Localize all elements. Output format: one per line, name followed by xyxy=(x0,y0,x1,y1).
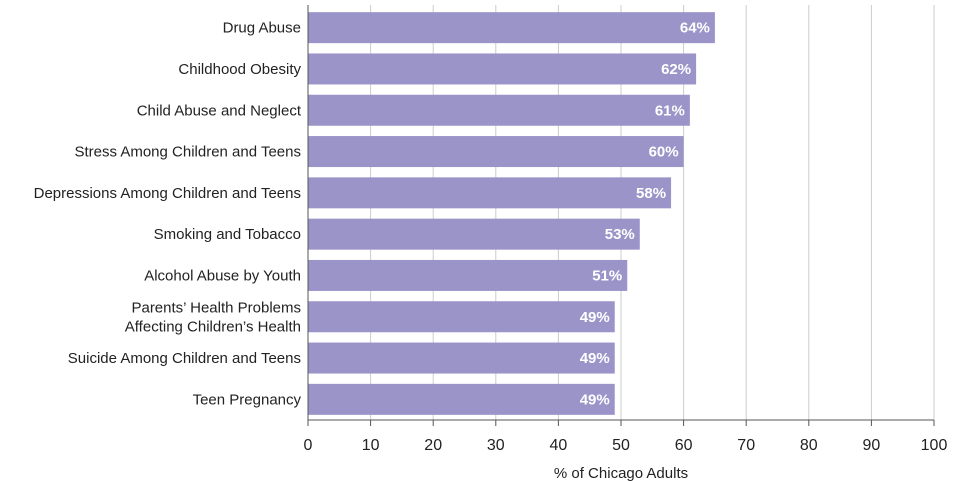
bar-2 xyxy=(308,94,690,126)
x-tick-label-50: 50 xyxy=(612,437,630,454)
category-label-4: Depressions Among Children and Teens xyxy=(34,185,301,202)
bar-value-label-3: 60% xyxy=(649,144,679,161)
category-label-1: Childhood Obesity xyxy=(178,61,301,78)
category-label-0: Drug Abuse xyxy=(223,20,301,37)
category-label-9: Teen Pregnancy xyxy=(193,391,302,408)
bar-value-label-8: 49% xyxy=(580,350,610,367)
category-label-6: Alcohol Abuse by Youth xyxy=(144,267,301,284)
bars: 64% 62% 61% 60% 58% 53% 51% 49% 49% 49% xyxy=(308,12,715,415)
x-axis-title: % of Chicago Adults xyxy=(554,465,688,481)
bar-1 xyxy=(308,53,697,85)
x-tick-label-30: 30 xyxy=(487,437,505,454)
x-tick-label-100: 100 xyxy=(921,437,948,454)
bar-value-label-5: 53% xyxy=(605,226,635,243)
category-label-2: Child Abuse and Neglect xyxy=(137,102,302,119)
category-label-3: Stress Among Children and Teens xyxy=(74,144,301,161)
bar-value-label-9: 49% xyxy=(580,391,610,408)
bar-5 xyxy=(308,218,640,250)
bar-6 xyxy=(308,259,628,291)
x-axis: 0 10 20 30 40 50 60 70 80 90 100 xyxy=(304,5,948,454)
x-tick-label-80: 80 xyxy=(800,437,818,454)
category-label-5: Smoking and Tobacco xyxy=(154,226,301,243)
category-labels: Drug Abuse Childhood Obesity Child Abuse a… xyxy=(34,20,302,409)
bar-3 xyxy=(308,136,684,168)
bar-9 xyxy=(308,383,615,415)
bar-value-label-2: 61% xyxy=(655,102,685,119)
category-label-8: Suicide Among Children and Teens xyxy=(68,350,301,367)
x-tick-label-20: 20 xyxy=(424,437,442,454)
bar-value-label-4: 58% xyxy=(636,185,666,202)
bar-7 xyxy=(308,301,615,333)
bar-0 xyxy=(308,12,715,44)
category-label-7: Parents’ Health Problems Affecting Childr… xyxy=(125,299,301,335)
bar-value-label-1: 62% xyxy=(661,61,691,78)
bar-8 xyxy=(308,342,615,374)
x-tick-label-60: 60 xyxy=(675,437,693,454)
bar-value-label-7: 49% xyxy=(580,309,610,326)
x-tick-label-70: 70 xyxy=(737,437,755,454)
x-tick-label-10: 10 xyxy=(362,437,380,454)
bar-value-label-6: 51% xyxy=(592,267,622,284)
bar-4 xyxy=(308,177,672,209)
x-tick-label-90: 90 xyxy=(863,437,881,454)
x-tick-label-40: 40 xyxy=(550,437,568,454)
bar-value-label-0: 64% xyxy=(680,20,710,37)
x-tick-label-0: 0 xyxy=(304,437,313,454)
